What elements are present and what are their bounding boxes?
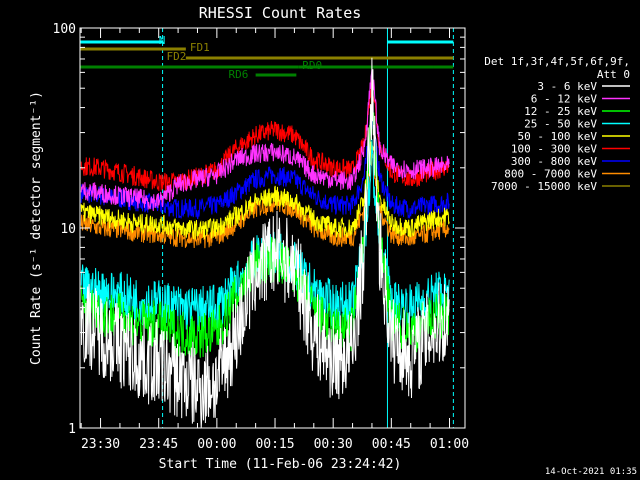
legend-label: 25 - 50 keV (524, 118, 597, 131)
legend-label: 3 - 6 keV (537, 80, 597, 93)
series-layer (80, 57, 450, 428)
legend-label: 6 - 12 keV (531, 93, 598, 106)
annotation-label-fd2: FD2 (166, 50, 186, 63)
x-tick-label: 00:00 (197, 437, 236, 452)
x-tick-label: 00:15 (255, 437, 294, 452)
x-axis-label: Start Time (11-Feb-06 23:24:42) (159, 457, 402, 472)
series-line-1 (80, 69, 450, 212)
x-tick-label: 00:45 (372, 437, 411, 452)
annotation-label-fd1: FD1 (190, 41, 210, 54)
y-tick-label: 1 (68, 422, 76, 437)
legend-label: 300 - 800 keV (511, 155, 597, 168)
series-line-6 (80, 114, 450, 220)
legend: Det 1f,3f,4f,5f,6f,9f, Att 0 3 - 6 keV6 … (484, 55, 630, 193)
x-tick-label: 00:30 (314, 437, 353, 452)
legend-label: 800 - 7000 keV (504, 168, 597, 181)
annotation-bars: N FD1 FD2 RD0 RD6 (80, 34, 454, 81)
y-tick-label: 10 (60, 222, 76, 237)
annotation-label-rd6: RD6 (228, 68, 248, 81)
x-tick-label: 01:00 (430, 437, 469, 452)
x-axis: 23:30 23:45 00:00 00:15 00:30 00:45 01:00 (80, 28, 469, 452)
legend-label: 12 - 25 keV (524, 105, 597, 118)
footer-timestamp: 14-Oct-2021 01:35 (545, 467, 637, 477)
series-line-0 (80, 57, 450, 428)
annotation-label-n: N (159, 34, 166, 47)
chart-title: RHESSI Count Rates (199, 4, 362, 22)
y-axis-label: Count Rate (s⁻¹ detector segment⁻¹) (29, 91, 44, 365)
series-line-4 (80, 141, 450, 240)
y-axis: 1 10 100 (53, 22, 465, 437)
legend-label: 100 - 300 keV (511, 143, 597, 156)
x-tick-label: 23:30 (81, 437, 120, 452)
y-tick-label: 100 (53, 22, 76, 37)
annotation-label-rd0: RD0 (302, 59, 322, 72)
legend-header-line2: Att 0 (597, 68, 630, 81)
legend-label: 50 - 100 keV (518, 130, 598, 143)
series-line-7 (80, 153, 450, 249)
legend-label: 7000 - 15000 keV (491, 180, 597, 193)
legend-header-line1: Det 1f,3f,4f,5f,6f,9f, (484, 55, 630, 68)
x-tick-label: 23:45 (139, 437, 178, 452)
